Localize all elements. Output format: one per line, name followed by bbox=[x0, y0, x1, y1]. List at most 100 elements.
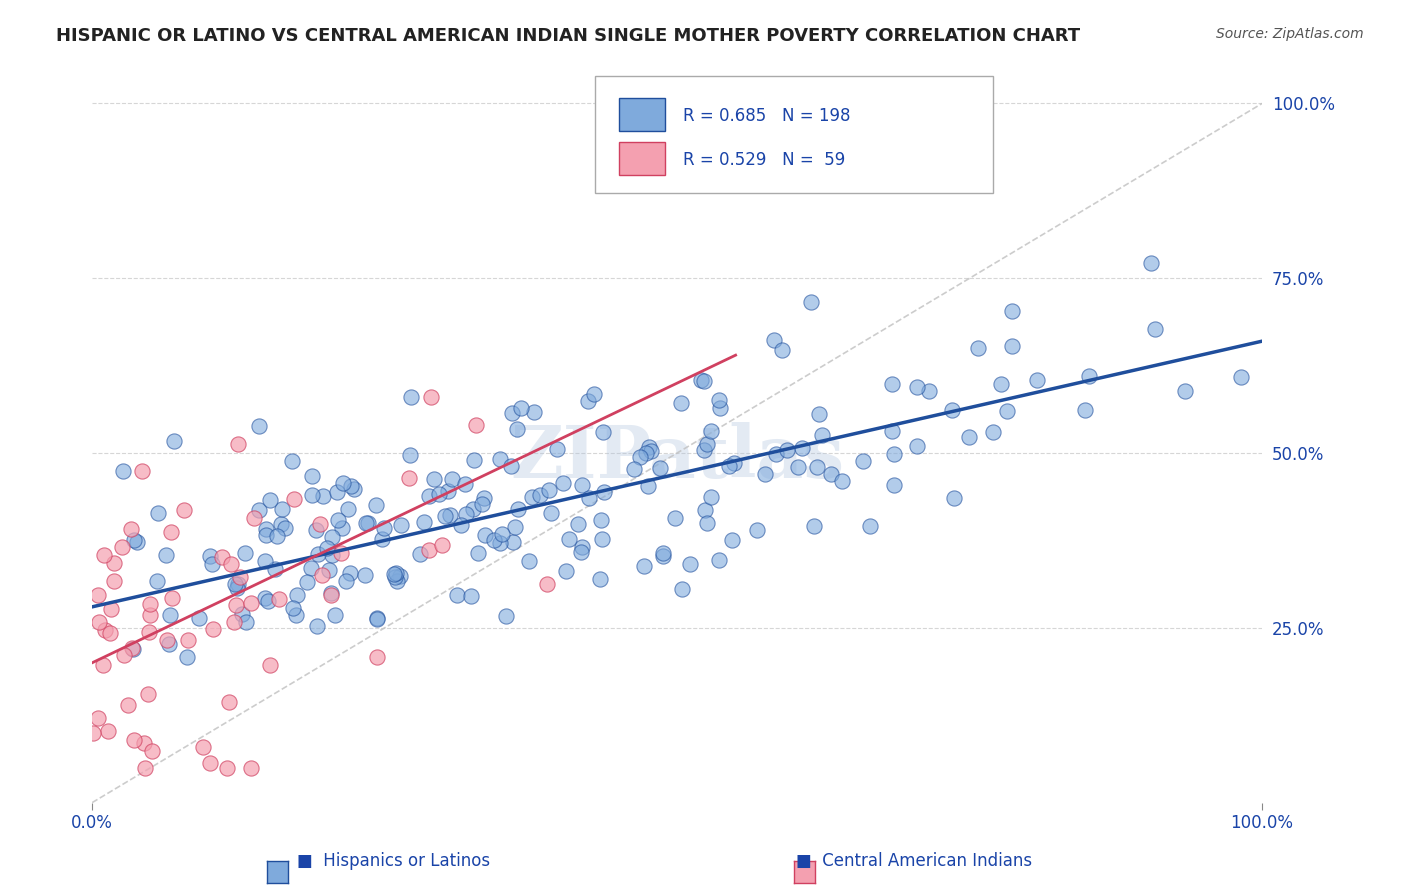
Point bbox=[941, 403, 963, 417]
Point bbox=[578, 491, 600, 506]
Point bbox=[353, 567, 375, 582]
Point bbox=[319, 586, 342, 600]
Point bbox=[413, 515, 436, 529]
Point bbox=[177, 632, 200, 647]
Point bbox=[510, 401, 533, 415]
Point bbox=[650, 461, 672, 475]
Point bbox=[221, 558, 243, 572]
Point bbox=[439, 508, 461, 522]
Point bbox=[763, 333, 786, 347]
Point bbox=[131, 464, 153, 478]
Point bbox=[883, 447, 905, 461]
Point bbox=[87, 710, 110, 724]
Point bbox=[583, 387, 606, 401]
Point bbox=[257, 594, 280, 608]
Point bbox=[82, 725, 104, 739]
Point bbox=[267, 592, 290, 607]
Point bbox=[132, 736, 155, 750]
Point bbox=[337, 502, 360, 516]
Point bbox=[440, 471, 463, 485]
Point bbox=[398, 470, 420, 484]
Point bbox=[693, 374, 716, 388]
Point bbox=[98, 625, 121, 640]
FancyBboxPatch shape bbox=[619, 98, 665, 131]
Point bbox=[103, 556, 125, 570]
Point bbox=[401, 390, 423, 404]
Text: R = 0.685   N = 198: R = 0.685 N = 198 bbox=[683, 106, 851, 125]
Point bbox=[225, 581, 247, 595]
Point bbox=[640, 443, 662, 458]
Point bbox=[461, 501, 484, 516]
Point bbox=[990, 377, 1012, 392]
Point bbox=[366, 612, 388, 626]
Point bbox=[883, 478, 905, 492]
Point bbox=[226, 577, 249, 591]
Point bbox=[623, 462, 645, 476]
Point bbox=[540, 506, 562, 520]
Point bbox=[157, 637, 180, 651]
Point bbox=[253, 554, 276, 568]
Point bbox=[589, 513, 612, 527]
Point bbox=[398, 448, 420, 462]
Point bbox=[1074, 403, 1097, 417]
Point bbox=[366, 650, 388, 665]
Point bbox=[638, 440, 661, 454]
Text: Source: ZipAtlas.com: Source: ZipAtlas.com bbox=[1216, 27, 1364, 41]
Point bbox=[120, 522, 142, 536]
Point bbox=[146, 574, 169, 588]
Point bbox=[254, 522, 277, 536]
Point bbox=[419, 390, 441, 404]
Point bbox=[790, 441, 813, 455]
Point bbox=[112, 464, 135, 478]
Point bbox=[259, 657, 281, 672]
Point bbox=[193, 739, 215, 754]
Point bbox=[593, 485, 616, 500]
Point bbox=[707, 393, 730, 408]
Point bbox=[454, 507, 477, 521]
Text: ■  Hispanics or Latinos: ■ Hispanics or Latinos bbox=[297, 852, 491, 870]
Point bbox=[536, 577, 558, 591]
Point bbox=[696, 437, 718, 451]
Point bbox=[156, 633, 179, 648]
Point bbox=[803, 519, 825, 533]
Point bbox=[1230, 370, 1253, 384]
Point bbox=[700, 491, 723, 505]
Point bbox=[664, 510, 686, 524]
Point bbox=[523, 404, 546, 418]
Point bbox=[418, 490, 440, 504]
Point bbox=[957, 430, 980, 444]
Point bbox=[571, 478, 593, 492]
Point bbox=[312, 489, 335, 503]
Point bbox=[87, 615, 110, 629]
Point bbox=[225, 598, 247, 612]
Point bbox=[93, 623, 115, 637]
Point bbox=[160, 525, 183, 540]
Point bbox=[127, 535, 149, 549]
Point bbox=[787, 459, 810, 474]
Point bbox=[747, 524, 769, 538]
Point bbox=[224, 615, 246, 630]
Point bbox=[247, 418, 270, 433]
Point bbox=[882, 376, 904, 391]
Point bbox=[103, 574, 125, 588]
Point bbox=[295, 574, 318, 589]
Point bbox=[371, 533, 394, 547]
Point bbox=[436, 484, 458, 499]
Point bbox=[418, 542, 440, 557]
Point bbox=[366, 610, 388, 624]
Point bbox=[651, 546, 673, 560]
Point bbox=[1144, 321, 1167, 335]
Point bbox=[880, 424, 903, 438]
Point bbox=[553, 475, 575, 490]
Point bbox=[321, 530, 343, 544]
Point bbox=[326, 513, 349, 527]
Point bbox=[134, 761, 156, 775]
Point bbox=[281, 454, 304, 468]
Point bbox=[97, 723, 120, 738]
Point bbox=[389, 569, 412, 583]
Point bbox=[558, 533, 581, 547]
Point bbox=[87, 588, 110, 602]
Point bbox=[637, 479, 659, 493]
Point bbox=[709, 401, 731, 415]
Point bbox=[382, 566, 405, 581]
